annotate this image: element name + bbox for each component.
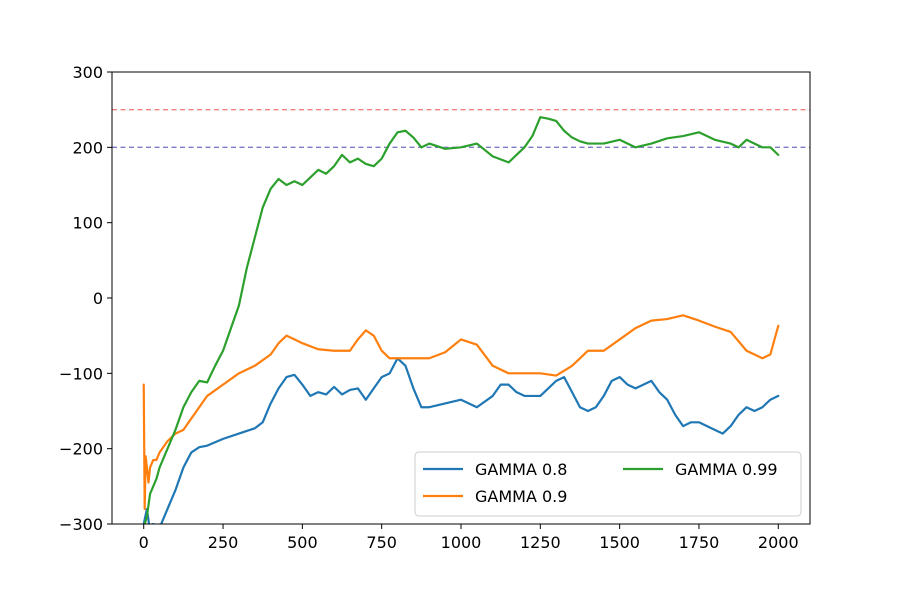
x-tick-label: 1500 <box>599 533 640 552</box>
legend: GAMMA 0.8 GAMMA 0.9 GAMMA 0.99 <box>414 451 802 517</box>
y-tick-label: −300 <box>59 515 103 534</box>
legend-label-1: GAMMA 0.8 <box>475 460 567 479</box>
series-line-3 <box>143 116 780 524</box>
series-lines <box>142 116 780 524</box>
y-tick-label: 100 <box>72 214 103 233</box>
x-tick-label: 750 <box>366 533 397 552</box>
legend-label-3: GAMMA 0.99 <box>675 460 778 479</box>
axes: 0 250 500 750 1000 1250 1500 1750 2000−300−200−1… <box>59 63 811 552</box>
x-tick-label: 0 <box>139 533 149 552</box>
y-tick-label: 200 <box>72 138 103 157</box>
y-tick-label: −100 <box>59 364 103 383</box>
x-tick-label: 1000 <box>441 533 482 552</box>
y-tick-label: 0 <box>93 289 103 308</box>
reference-lines <box>112 108 810 149</box>
x-tick-label: 1750 <box>679 533 720 552</box>
x-tick-label: 2000 <box>758 533 799 552</box>
x-tick-label: 1250 <box>520 533 561 552</box>
legend-label-2: GAMMA 0.9 <box>475 487 567 506</box>
x-tick-label: 250 <box>208 533 239 552</box>
y-tick-label: 300 <box>72 63 103 82</box>
x-tick-label: 500 <box>287 533 318 552</box>
y-tick-label: −200 <box>59 440 103 459</box>
series-line-1 <box>142 357 780 524</box>
legend-box <box>414 451 802 517</box>
